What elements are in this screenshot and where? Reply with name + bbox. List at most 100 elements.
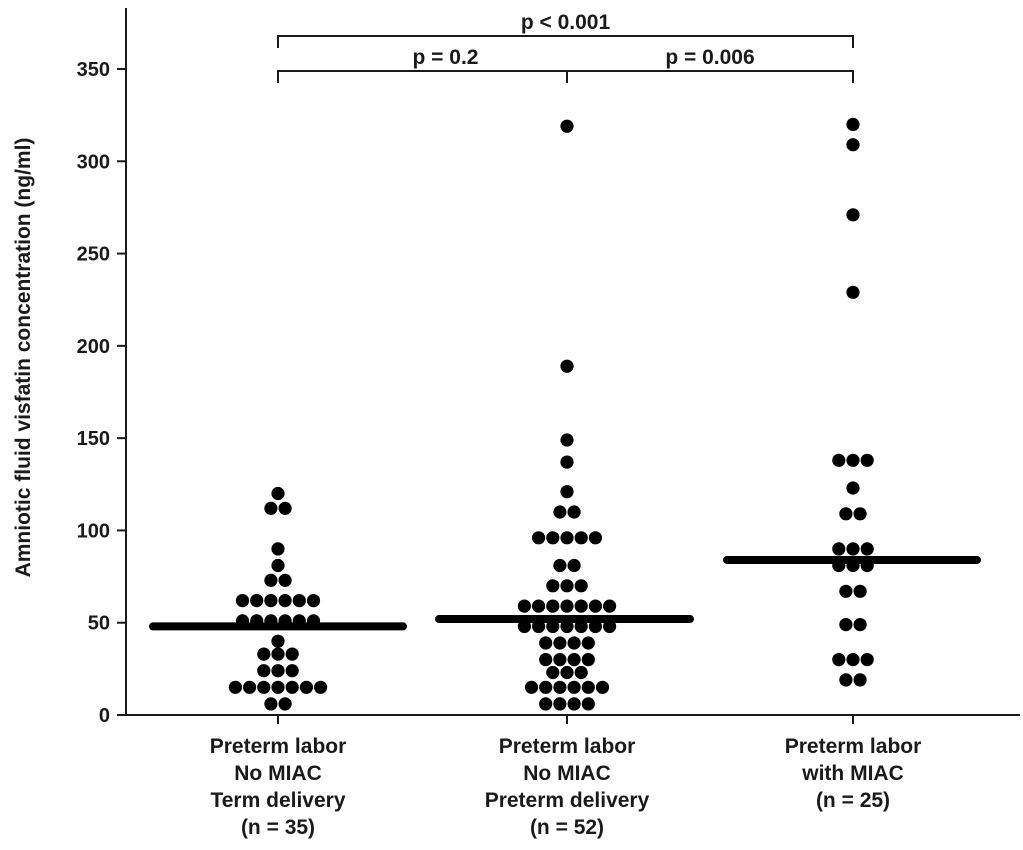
y-tick-label: 200 (77, 336, 110, 358)
category-label-line: (n = 52) (530, 816, 604, 839)
y-tick-label: 50 (88, 613, 110, 635)
data-point (832, 542, 846, 556)
data-point (846, 653, 860, 667)
data-point (860, 558, 874, 573)
data-point (257, 664, 271, 678)
y-tick-label: 150 (77, 428, 110, 450)
data-point (846, 542, 860, 556)
data-point (532, 619, 546, 634)
category-label-line: (n = 25) (816, 789, 890, 812)
data-point (832, 558, 846, 573)
data-point (846, 208, 860, 222)
data-point (581, 653, 595, 667)
data-point (228, 680, 242, 694)
data-point (560, 599, 574, 613)
data-points (228, 117, 874, 711)
data-point (846, 138, 860, 152)
x-axis-ticks (277, 715, 854, 724)
data-point (524, 680, 539, 694)
data-point (235, 594, 250, 608)
p-value-label: p = 0.006 (665, 46, 754, 69)
data-point (832, 453, 846, 467)
data-point (860, 453, 874, 467)
data-point (567, 680, 581, 694)
data-point (278, 594, 292, 608)
data-point (560, 119, 574, 133)
data-point (567, 558, 581, 573)
data-point (278, 573, 292, 587)
data-point (257, 647, 271, 661)
data-point (839, 507, 853, 521)
data-point (860, 542, 874, 556)
data-point (553, 636, 567, 650)
data-point (235, 614, 250, 628)
category-labels: Preterm labor No MIAC Term delivery (n = 35… (210, 735, 922, 839)
data-point (553, 653, 567, 667)
category-label-line: with MIAC (801, 762, 903, 785)
data-point (560, 619, 574, 634)
data-point (314, 680, 328, 694)
data-point (603, 619, 617, 634)
data-point (264, 697, 278, 711)
bracket-line (277, 35, 854, 48)
data-point (839, 673, 853, 687)
category-label-line: Preterm delivery (485, 789, 650, 812)
data-point (567, 697, 581, 711)
data-point (846, 481, 860, 495)
data-point (581, 697, 595, 711)
data-point (560, 579, 574, 593)
category-label-line: No MIAC (234, 762, 322, 785)
data-point (560, 485, 574, 499)
data-point (546, 619, 560, 634)
data-point (846, 558, 860, 573)
data-point (264, 614, 278, 628)
data-point (264, 573, 278, 587)
p-value-label: p < 0.001 (521, 11, 611, 34)
y-tick-label: 0 (99, 705, 110, 727)
data-point (271, 680, 285, 694)
data-point (574, 579, 588, 593)
data-point (853, 618, 867, 632)
data-point (560, 359, 574, 373)
data-point (271, 664, 285, 678)
data-point (588, 599, 603, 613)
data-point (539, 636, 553, 650)
data-point (846, 285, 860, 299)
data-point (539, 697, 553, 711)
data-point (853, 507, 867, 521)
data-point (853, 673, 867, 687)
y-axis-ticks: 0 50 100 150 200 250 300 350 (77, 59, 126, 727)
y-axis-title: Amniotic fluid visfatin concentration (n… (12, 138, 35, 578)
data-point (285, 664, 299, 678)
data-point (292, 614, 306, 628)
data-point (574, 665, 588, 680)
data-point (574, 619, 588, 634)
data-point (846, 117, 860, 131)
data-point (292, 594, 306, 608)
axes: 0 50 100 150 200 250 300 350 (77, 8, 1020, 727)
category-label-line: Preterm labor (210, 735, 347, 758)
data-point (839, 584, 853, 598)
data-point (285, 680, 299, 694)
data-point (860, 653, 874, 667)
y-tick-label: 350 (77, 59, 110, 81)
data-point (574, 531, 588, 545)
category-label-line: (n = 35) (241, 816, 315, 839)
data-point (560, 455, 574, 469)
data-point (299, 680, 313, 694)
data-point (560, 433, 574, 447)
data-point (264, 501, 278, 515)
data-point (306, 614, 321, 628)
data-point (278, 614, 292, 628)
data-point (539, 680, 553, 694)
data-point (532, 599, 546, 613)
data-point (278, 697, 292, 711)
y-tick-label: 300 (77, 151, 110, 173)
p-value-label: p = 0.2 (413, 46, 479, 69)
data-point (271, 542, 285, 556)
data-point (560, 531, 574, 545)
data-point (264, 594, 278, 608)
significance-brackets: p < 0.001 p = 0.2 p = 0.006 (277, 11, 854, 83)
category-label-line: No MIAC (523, 762, 611, 785)
